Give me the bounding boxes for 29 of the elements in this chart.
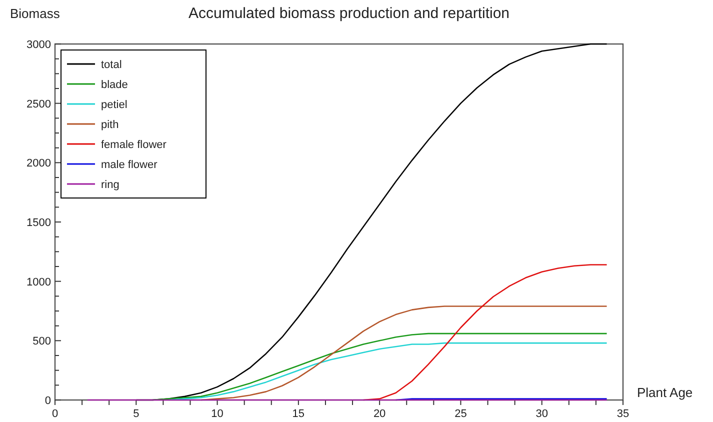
x-tick-label: 30 <box>536 408 548 420</box>
legend-label: blade <box>101 79 128 91</box>
y-tick-label: 500 <box>32 336 51 348</box>
x-tick-label: 10 <box>211 408 224 420</box>
y-axis-title: Biomass <box>10 6 60 21</box>
legend-label: petiel <box>101 99 128 111</box>
x-tick-label: 20 <box>373 408 386 420</box>
x-tick-label: 25 <box>454 408 467 420</box>
y-tick-label: 2500 <box>26 98 51 110</box>
chart-title: Accumulated biomass production and repartition <box>188 5 510 22</box>
y-tick-label: 0 <box>44 395 51 407</box>
legend-label: pith <box>101 119 119 131</box>
legend-label: male flower <box>101 159 158 171</box>
legend-label: female flower <box>101 139 167 151</box>
line-series <box>168 342 608 401</box>
x-axis-title: Plant Age <box>637 385 693 400</box>
legend-label: total <box>101 59 122 71</box>
y-tick-label: 2000 <box>26 158 51 170</box>
y-tick-label: 1000 <box>26 276 51 288</box>
line-series <box>152 332 608 401</box>
x-tick-label: 0 <box>52 408 58 420</box>
y-tick-label: 1500 <box>26 217 51 229</box>
x-tick-label: 15 <box>292 408 305 420</box>
legend-label: ring <box>101 179 120 191</box>
y-tick-label: 3000 <box>26 39 51 51</box>
line-series <box>200 306 608 401</box>
x-tick-label: 5 <box>133 408 140 420</box>
x-tick-label: 35 <box>616 408 630 420</box>
line-series <box>362 264 608 401</box>
